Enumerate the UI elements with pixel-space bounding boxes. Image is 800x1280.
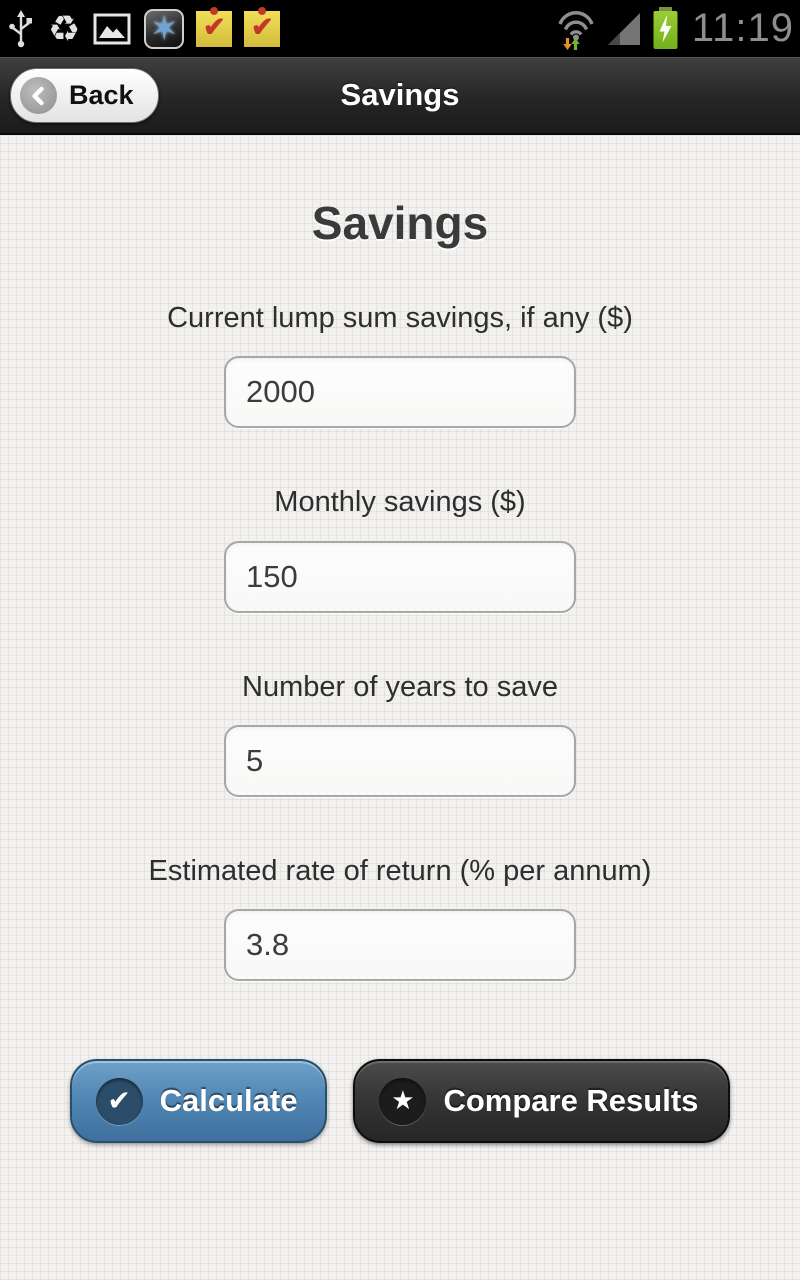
rate-input[interactable] <box>223 909 576 982</box>
back-button-label: Back <box>69 80 134 110</box>
calculate-button-label: Calculate <box>159 1083 298 1119</box>
status-bar-notifications: ♻ ✶ ✔ ✔ <box>6 6 281 49</box>
note-check-glyph: ✔ <box>202 12 226 42</box>
lump-sum-field-group: Current lump sum savings, if any ($) <box>167 301 633 429</box>
action-buttons-row: ✔ Calculate ★ Compare Results <box>69 1059 731 1144</box>
star-icon: ★ <box>379 1077 427 1125</box>
recycle-icon: ♻ <box>48 7 81 49</box>
main-content: Savings Current lump sum savings, if any… <box>0 135 800 1280</box>
app-header: Back Savings <box>0 57 800 135</box>
status-bar: ♻ ✶ ✔ ✔ <box>0 0 800 57</box>
compare-results-button[interactable]: ★ Compare Results <box>353 1059 731 1144</box>
years-label: Number of years to save <box>242 670 558 703</box>
clock: 11:19 <box>691 6 794 50</box>
status-bar-system: 11:19 <box>556 6 794 51</box>
note-check-glyph: ✔ <box>250 12 274 42</box>
note-icon: ✔ <box>244 6 281 47</box>
calculate-button[interactable]: ✔ Calculate <box>69 1059 328 1144</box>
app-star-glyph: ✶ <box>150 9 179 48</box>
lump-sum-label: Current lump sum savings, if any ($) <box>167 301 633 334</box>
rate-label: Estimated rate of return (% per annum) <box>148 854 652 887</box>
compare-results-button-label: Compare Results <box>443 1083 699 1119</box>
chevron-left-icon <box>20 77 57 114</box>
page-title: Savings <box>311 197 489 249</box>
monthly-savings-label: Monthly savings ($) <box>274 486 526 519</box>
years-input[interactable] <box>224 724 576 797</box>
back-button[interactable]: Back <box>10 68 159 123</box>
star-app-icon: ✶ <box>144 8 185 49</box>
wifi-updown-icon <box>558 10 594 50</box>
signal-icon <box>607 12 640 45</box>
gallery-icon <box>93 13 131 44</box>
lump-sum-input[interactable] <box>224 356 576 429</box>
usb-icon <box>9 9 32 47</box>
rate-field-group: Estimated rate of return (% per annum) <box>148 854 652 982</box>
monthly-savings-field-group: Monthly savings ($) <box>224 486 576 613</box>
battery-charging-icon <box>653 7 678 49</box>
monthly-savings-input[interactable] <box>224 540 576 613</box>
check-icon: ✔ <box>95 1077 143 1125</box>
note-icon: ✔ <box>196 6 233 47</box>
years-field-group: Number of years to save <box>224 671 576 797</box>
